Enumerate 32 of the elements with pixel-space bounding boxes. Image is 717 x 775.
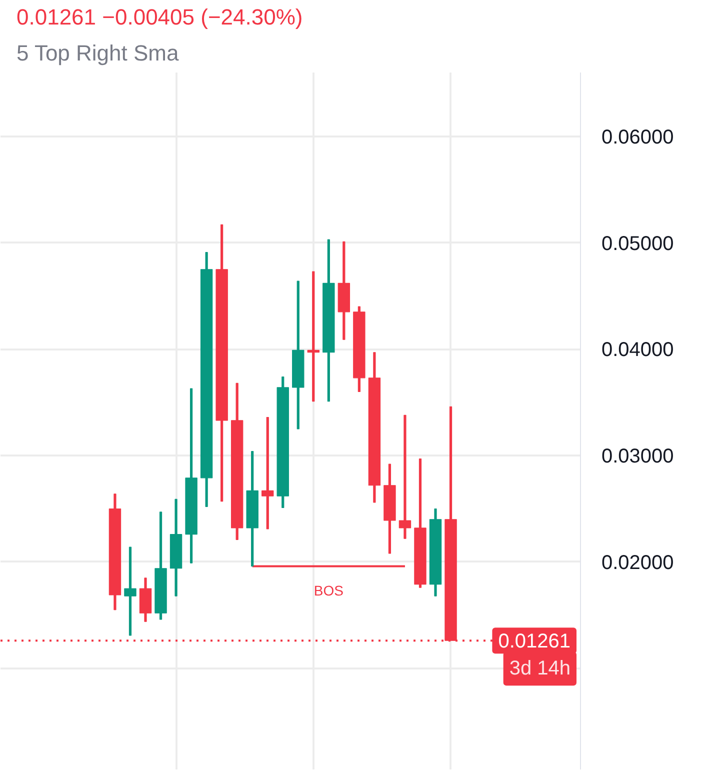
series-label: BOS	[314, 582, 344, 598]
y-tick-label: 0.05000	[602, 232, 674, 255]
candlestick	[262, 416, 274, 530]
y-tick-label: 0.02000	[602, 552, 674, 574]
text: 5 Top Right Sma	[16, 40, 180, 66]
candlestick	[200, 252, 213, 507]
chart-subtitle: 0.01261 −0.00405 (−24.30%)	[16, 4, 303, 30]
candlestick	[276, 376, 289, 508]
candlestick	[353, 306, 366, 392]
candlestick	[338, 241, 350, 340]
candlestick	[230, 382, 244, 540]
candlestick	[429, 508, 442, 596]
candlestick	[322, 239, 335, 402]
candlestick	[124, 546, 136, 636]
candlestick	[292, 280, 304, 430]
candlestick	[185, 388, 198, 564]
candlestick	[108, 494, 122, 610]
candlestick	[307, 271, 320, 402]
y-tick-label: 0.06000	[602, 126, 674, 148]
candlestick	[398, 414, 412, 539]
candlestick	[216, 224, 228, 502]
candlestick	[384, 464, 396, 554]
y-tick-label: 0.03000	[602, 446, 674, 468]
candlestick	[246, 451, 258, 567]
candlestick	[139, 578, 152, 622]
ref-line-label: 0.01261	[498, 630, 570, 653]
y-tick-label: 0.04000	[602, 339, 674, 362]
candlestick	[170, 498, 182, 596]
candlestick	[154, 512, 167, 620]
candlestick	[368, 352, 381, 503]
annotation: 3d 14h	[509, 658, 570, 680]
candlestick	[414, 458, 426, 588]
